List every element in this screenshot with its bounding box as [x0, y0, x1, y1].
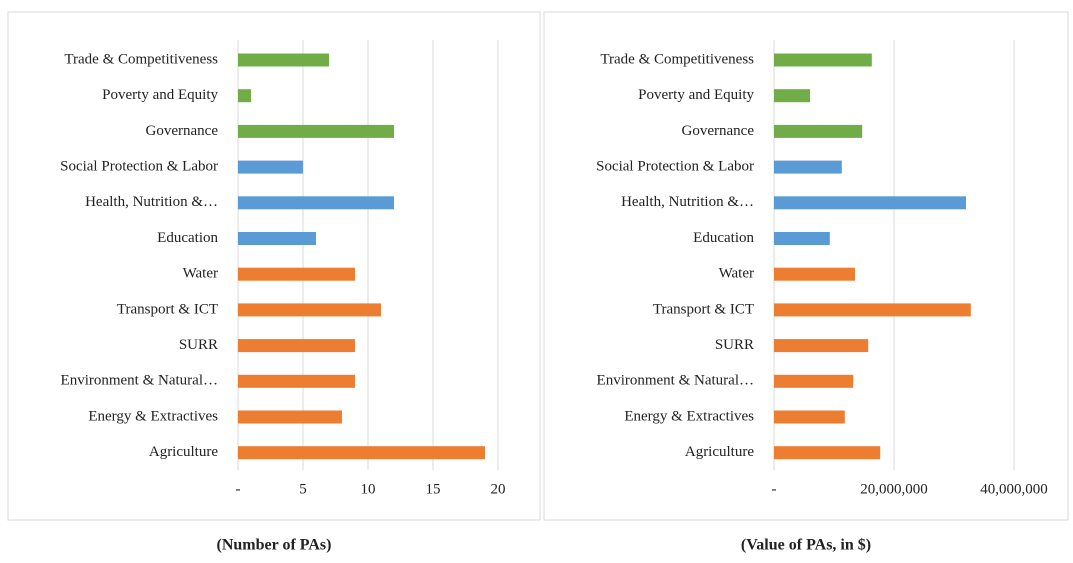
bar [774, 160, 842, 174]
bar [774, 410, 845, 424]
category-label: Poverty and Equity [638, 87, 754, 103]
bar [238, 410, 342, 424]
category-label: Agriculture [685, 444, 754, 460]
category-label: Transport & ICT [653, 301, 754, 317]
category-label: Energy & Extractives [624, 408, 754, 424]
x-tick-label: 40,000,000 [980, 481, 1048, 497]
category-label: Energy & Extractives [88, 408, 218, 424]
category-label: Water [719, 266, 754, 282]
category-label: SURR [715, 337, 754, 353]
bar [774, 89, 810, 103]
bar [238, 232, 316, 245]
bar [238, 446, 485, 460]
category-label: Health, Nutrition &… [621, 194, 754, 210]
caption: (Number of PAs) [217, 537, 332, 554]
category-label: Trade & Competitiveness [600, 51, 754, 67]
x-tick-label: - [772, 481, 777, 497]
bar [238, 374, 355, 388]
category-label: Environment & Natural… [597, 373, 754, 389]
category-label: Education [693, 230, 754, 246]
panel [543, 11, 1069, 521]
x-tick-label: 20 [491, 481, 506, 497]
x-tick-label: 20,000,000 [860, 481, 928, 497]
category-label: Governance [682, 123, 755, 139]
category-label: Poverty and Equity [102, 87, 218, 103]
bar [238, 196, 394, 210]
category-label: Agriculture [149, 444, 218, 460]
bar [774, 196, 966, 210]
category-label: Social Protection & Labor [60, 159, 218, 175]
category-label: SURR [179, 337, 218, 353]
bar [238, 53, 329, 67]
bar [238, 303, 381, 317]
caption: (Value of PAs, in $) [741, 537, 871, 554]
bar [774, 446, 881, 460]
bar [238, 267, 355, 281]
bar [774, 53, 872, 67]
x-tick-label: - [236, 481, 241, 497]
category-label: Health, Nutrition &… [85, 194, 218, 210]
bar [238, 339, 355, 353]
x-tick-label: 5 [299, 481, 307, 497]
panel [7, 11, 541, 521]
bar [238, 124, 394, 138]
x-tick-label: 15 [426, 481, 441, 497]
bar [774, 267, 855, 281]
category-label: Education [157, 230, 218, 246]
category-label: Governance [146, 123, 219, 139]
category-label: Trade & Competitiveness [64, 51, 218, 67]
category-label: Social Protection & Labor [596, 159, 754, 175]
bar [774, 232, 830, 245]
bar [774, 303, 971, 317]
bar [774, 339, 869, 353]
category-label: Environment & Natural… [61, 373, 218, 389]
bar [238, 89, 251, 103]
bar [774, 124, 863, 138]
category-label: Transport & ICT [117, 301, 218, 317]
x-tick-label: 10 [361, 481, 376, 497]
category-label: Water [183, 266, 218, 282]
bar [774, 374, 854, 388]
bar [238, 160, 303, 174]
